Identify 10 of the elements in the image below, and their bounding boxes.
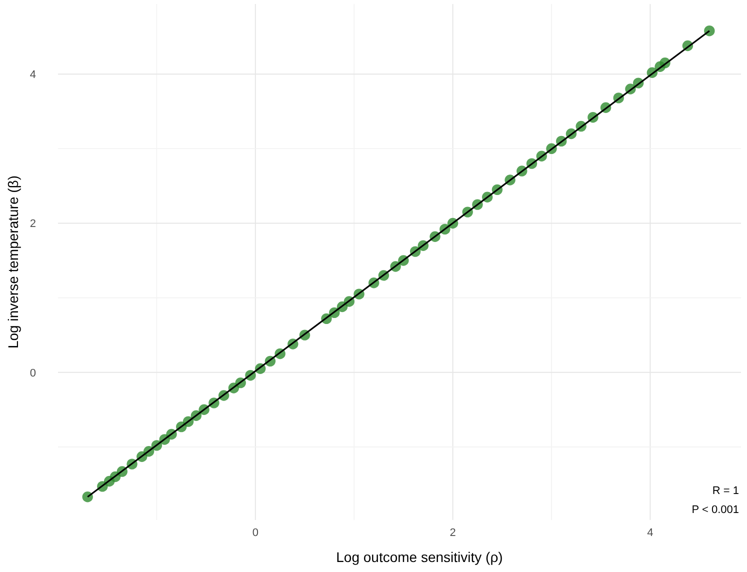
annotation: P < 0.001 [692,504,739,516]
y-tick-label: 0 [30,367,36,380]
x-tick-label: 4 [647,527,654,539]
x-tick-label: 0 [252,527,258,539]
y-tick-label: 4 [30,69,36,82]
y-axis-title: Log inverse temperature (β) [5,175,21,349]
annotation: R = 1 [712,485,739,497]
x-tick-label: 2 [450,527,456,539]
x-axis-title: Log outcome sensitivity (ρ) [336,549,503,565]
y-tick-label: 2 [30,218,36,230]
